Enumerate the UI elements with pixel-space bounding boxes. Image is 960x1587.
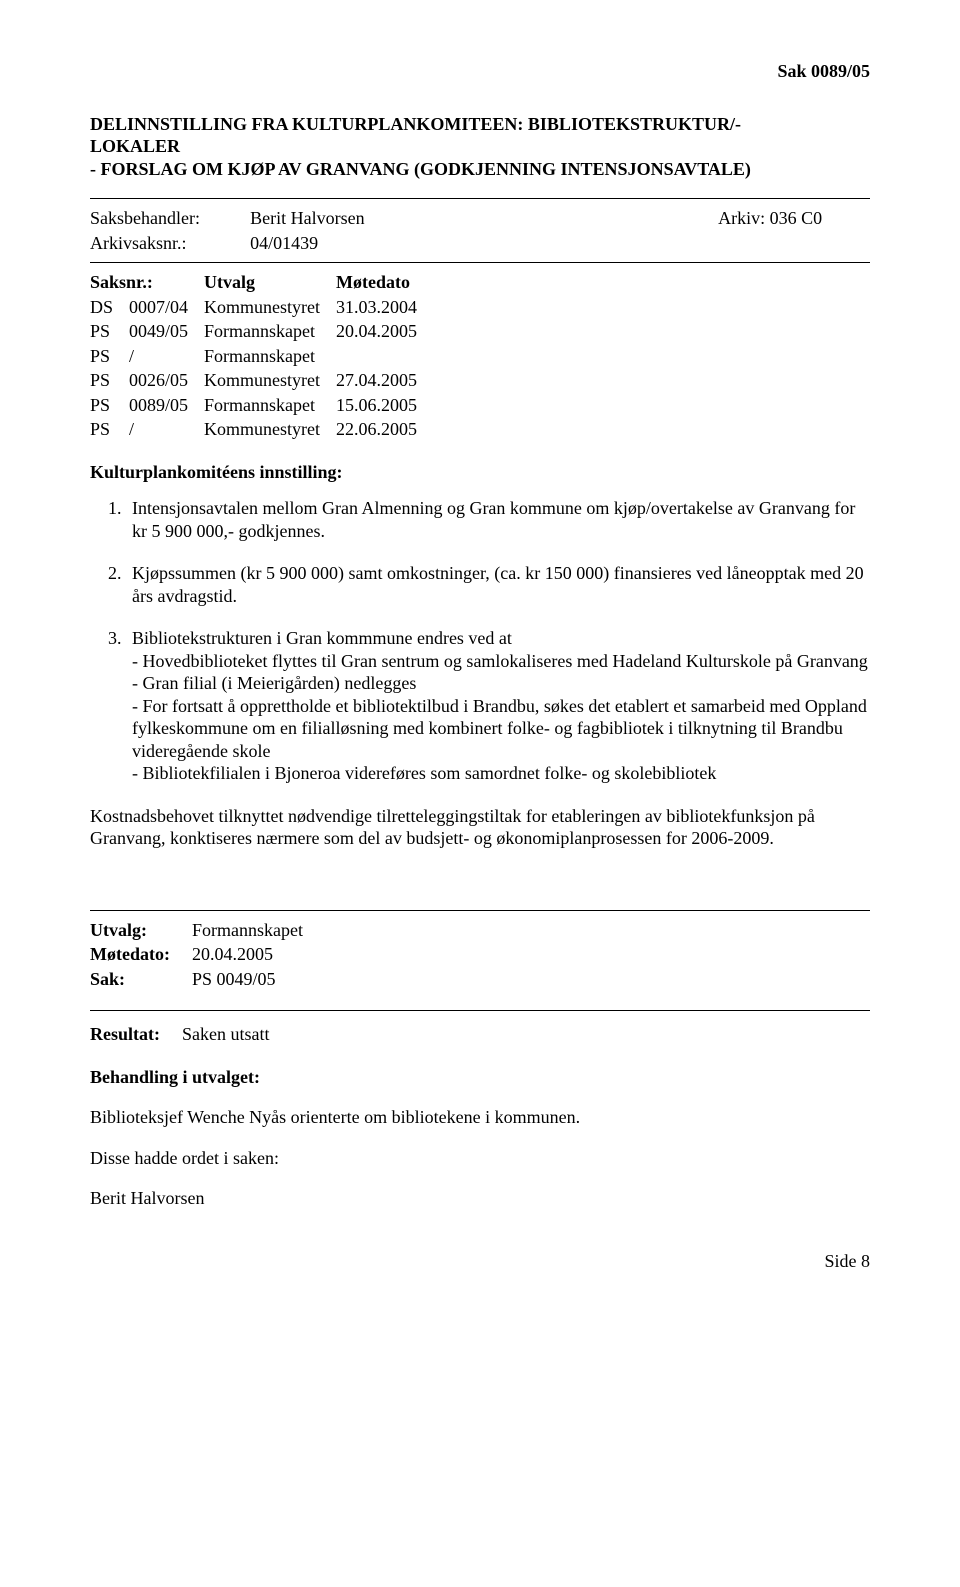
title-line: LOKALER [90,135,870,158]
table-row: PS 0026/05 Kommunestyret 27.04.2005 [90,369,433,394]
behandling-heading: Behandling i utvalget: [90,1066,870,1089]
cell-type: PS [90,394,129,419]
cell-nr: 0026/05 [129,369,204,394]
cell-utvalg: Formannskapet [204,345,336,370]
title-line: DELINNSTILLING FRA KULTURPLANKOMITEEN: B… [90,113,870,136]
divider [90,198,870,199]
cell-dato: 20.04.2005 [336,320,433,345]
speaker-name: Berit Halvorsen [90,1187,870,1210]
cell-type: PS [90,418,129,443]
table-row: PS / Kommunestyret 22.06.2005 [90,418,433,443]
divider [90,262,870,263]
main-ordered-list: Intensjonsavtalen mellom Gran Almenning … [90,497,870,785]
resultat-label: Resultat: [90,1023,182,1048]
motedato-label: Møtedato: [90,943,192,968]
lower-meta-table: Utvalg: Formannskapet Møtedato: 20.04.20… [90,919,325,993]
divider [90,910,870,911]
resultat-table: Resultat: Saken utsatt [90,1023,292,1048]
table-row: PS 0089/05 Formannskapet 15.06.2005 [90,394,433,419]
col-saksnr: Saksnr.: [90,271,204,296]
cell-nr: / [129,345,204,370]
arkivsaksnr-value: 04/01439 [250,232,718,257]
table-row: PS 0049/05 Formannskapet 20.04.2005 [90,320,433,345]
cell-type: PS [90,369,129,394]
sak-label: Sak: [90,968,192,993]
col-motedato: Møtedato [336,271,433,296]
utvalg-value: Formannskapet [192,919,325,944]
cell-dato [336,345,433,370]
cell-dato: 27.04.2005 [336,369,433,394]
table-row: DS 0007/04 Kommunestyret 31.03.2004 [90,296,433,321]
cell-dato: 22.06.2005 [336,418,433,443]
cell-dato: 31.03.2004 [336,296,433,321]
cell-utvalg: Kommunestyret [204,418,336,443]
case-reference: Sak 0089/05 [90,60,870,83]
cell-utvalg: Kommunestyret [204,296,336,321]
innstilling-heading: Kulturplankomitéens innstilling: [90,461,870,484]
list-item: Intensjonsavtalen mellom Gran Almenning … [126,497,870,542]
arkiv-label: Arkiv: 036 C0 [718,207,870,232]
cell-utvalg: Formannskapet [204,320,336,345]
arkivsaksnr-label: Arkivsaksnr.: [90,232,250,257]
document-title: DELINNSTILLING FRA KULTURPLANKOMITEEN: B… [90,113,870,181]
cell-nr: 0049/05 [129,320,204,345]
sak-value: PS 0049/05 [192,968,325,993]
saksbehandler-label: Saksbehandler: [90,207,250,232]
cell-type: PS [90,320,129,345]
col-utvalg: Utvalg [204,271,336,296]
title-line: - FORSLAG OM KJØP AV GRANVANG (GODKJENNI… [90,158,870,181]
meta-info-table: Saksbehandler: Berit Halvorsen Arkiv: 03… [90,207,870,256]
utvalg-label: Utvalg: [90,919,192,944]
table-row: PS / Formannskapet [90,345,433,370]
cell-utvalg: Formannskapet [204,394,336,419]
divider [90,1010,870,1011]
list-item: Kjøpssummen (kr 5 900 000) samt omkostni… [126,562,870,607]
cell-utvalg: Kommunestyret [204,369,336,394]
proceedings-table: Saksnr.: Utvalg Møtedato DS 0007/04 Komm… [90,271,433,443]
orienterte-line: Biblioteksjef Wenche Nyås orienterte om … [90,1106,870,1129]
cell-nr: 0007/04 [129,296,204,321]
saksbehandler-value: Berit Halvorsen [250,207,718,232]
cell-type: PS [90,345,129,370]
cell-nr: / [129,418,204,443]
cell-dato: 15.06.2005 [336,394,433,419]
list-item: Bibliotekstrukturen i Gran kommmune endr… [126,627,870,785]
resultat-value: Saken utsatt [182,1023,292,1048]
page-number: Side 8 [90,1250,870,1273]
motedato-value: 20.04.2005 [192,943,325,968]
cost-paragraph: Kostnadsbehovet tilknyttet nødvendige ti… [90,805,870,850]
cell-type: DS [90,296,129,321]
disse-hadde-ordet: Disse hadde ordet i saken: [90,1147,870,1170]
cell-nr: 0089/05 [129,394,204,419]
